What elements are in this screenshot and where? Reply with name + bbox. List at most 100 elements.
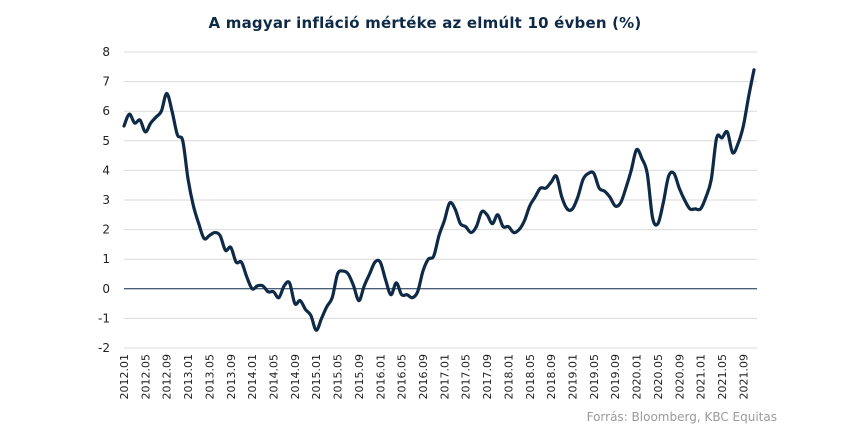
data-point — [485, 213, 489, 217]
y-tick-label: 5 — [102, 134, 110, 148]
data-point — [667, 174, 671, 178]
data-point — [207, 234, 211, 238]
data-point — [709, 177, 713, 181]
x-tick-label: 2012.05 — [139, 354, 152, 400]
data-point — [506, 225, 510, 229]
data-point — [699, 207, 703, 211]
data-point — [496, 213, 500, 217]
data-point — [640, 157, 644, 161]
y-tick-label: 1 — [102, 252, 110, 266]
data-point — [608, 195, 612, 199]
data-point — [522, 219, 526, 223]
data-point — [400, 293, 404, 297]
data-point — [266, 290, 270, 294]
data-point — [672, 171, 676, 175]
y-tick-label: -1 — [98, 311, 110, 325]
data-point — [592, 171, 596, 175]
y-tick-label: 3 — [102, 193, 110, 207]
data-point — [133, 121, 137, 125]
data-point — [741, 124, 745, 128]
data-point — [213, 231, 217, 235]
data-point — [565, 207, 569, 211]
data-point — [255, 284, 259, 288]
data-point — [619, 201, 623, 205]
data-point — [282, 284, 286, 288]
data-point — [261, 284, 265, 288]
x-tick-label: 2016.09 — [417, 354, 430, 400]
data-point — [624, 186, 628, 190]
x-tick-label: 2015.05 — [332, 354, 345, 400]
data-point — [747, 94, 751, 98]
data-point — [223, 248, 227, 252]
data-point — [309, 313, 313, 317]
data-point — [202, 236, 206, 240]
series-line-inflation — [122, 68, 756, 332]
data-point — [464, 225, 468, 229]
x-tick-label: 2019.09 — [609, 354, 622, 400]
data-point — [597, 186, 601, 190]
data-point — [378, 260, 382, 264]
x-tick-label: 2013.09 — [225, 354, 238, 400]
data-point — [218, 234, 222, 238]
data-point — [159, 109, 163, 113]
x-tick-label: 2013.01 — [182, 354, 195, 400]
data-point — [683, 198, 687, 202]
data-point — [613, 204, 617, 208]
data-point — [693, 207, 697, 211]
data-point — [341, 269, 345, 273]
data-point — [554, 174, 558, 178]
grid-lines — [124, 51, 757, 349]
data-point — [490, 222, 494, 226]
data-point — [421, 269, 425, 273]
data-point — [362, 284, 366, 288]
x-tick-label: 2016.05 — [396, 354, 409, 400]
data-point — [143, 130, 147, 134]
data-point — [656, 222, 660, 226]
data-point — [635, 148, 639, 152]
data-point — [245, 275, 249, 279]
data-point — [645, 171, 649, 175]
x-tick-label: 2017.01 — [438, 354, 451, 400]
data-point — [474, 225, 478, 229]
x-tick-label: 2017.05 — [460, 354, 473, 400]
data-point — [250, 287, 254, 291]
data-point — [576, 195, 580, 199]
x-tick-label: 2018.01 — [502, 354, 515, 400]
data-point — [293, 302, 297, 306]
data-point — [501, 225, 505, 229]
x-tick-label: 2021.05 — [716, 354, 729, 400]
data-point — [410, 296, 414, 300]
data-point — [149, 121, 153, 125]
data-point — [389, 293, 393, 297]
chart-title: A magyar infláció mértéke az elmúlt 10 é… — [208, 14, 642, 32]
data-point — [677, 186, 681, 190]
x-tick-label: 2015.01 — [310, 354, 323, 400]
data-point — [127, 112, 131, 116]
data-point — [603, 189, 607, 193]
data-point — [229, 245, 233, 249]
y-axis-ticks: 8 7 6 5 4 3 2 1 0 -1 -2 — [98, 45, 110, 355]
data-point — [405, 293, 409, 297]
data-point — [528, 204, 532, 208]
data-point — [298, 299, 302, 303]
data-point — [154, 115, 158, 119]
data-point — [394, 281, 398, 285]
x-tick-label: 2014.01 — [246, 354, 259, 400]
x-tick-label: 2017.09 — [481, 354, 494, 400]
data-point — [320, 316, 324, 320]
data-point — [661, 201, 665, 205]
data-point — [688, 207, 692, 211]
x-tick-label: 2020.01 — [631, 354, 644, 400]
data-point — [538, 186, 542, 190]
y-tick-label: 0 — [102, 282, 110, 296]
data-point — [346, 272, 350, 276]
data-point — [560, 195, 564, 199]
data-point — [271, 290, 275, 294]
data-point — [544, 186, 548, 190]
x-tick-label: 2021.09 — [737, 354, 750, 400]
data-point — [715, 136, 719, 140]
x-tick-label: 2012.09 — [161, 354, 174, 400]
x-axis-ticks: 2012.01 2012.05 2012.09 2013.01 2013.05 2013.… — [118, 354, 750, 400]
data-point — [426, 257, 430, 261]
data-point — [469, 231, 473, 235]
